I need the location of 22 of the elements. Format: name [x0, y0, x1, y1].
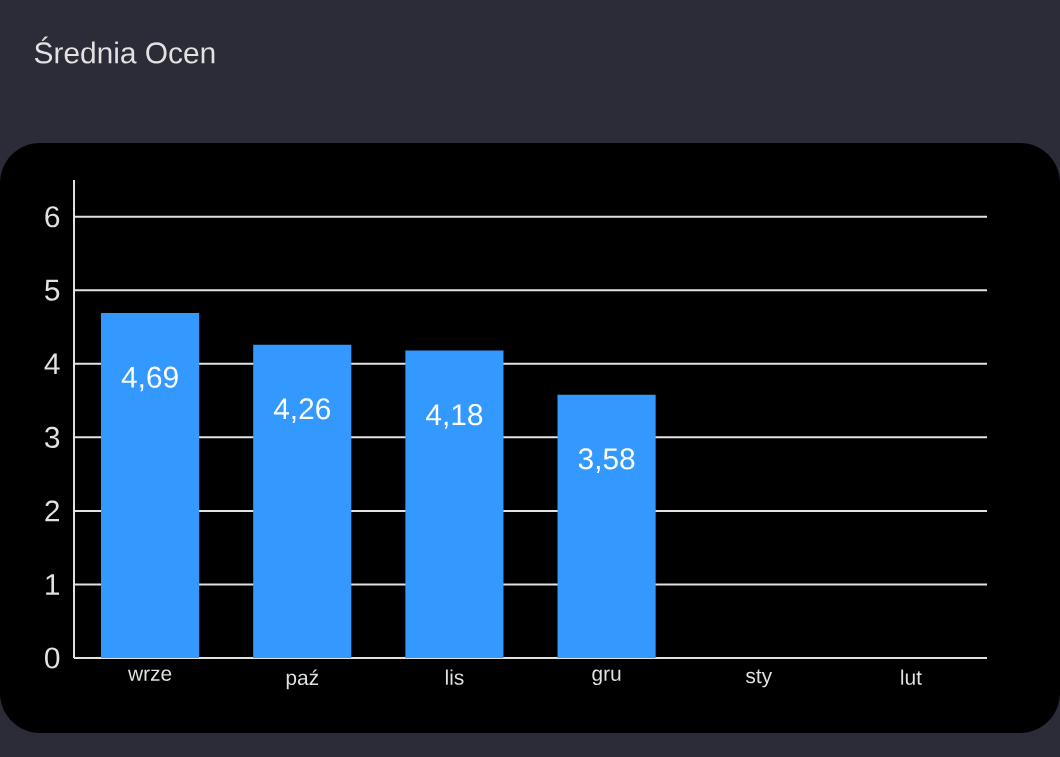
y-tick-label: 3 [45, 426, 60, 448]
x-tick-label: gru [592, 669, 621, 686]
data-label: 4,18 [426, 404, 483, 429]
y-tick-label: 1 [46, 574, 60, 595]
x-tick-label: wrze [127, 669, 172, 681]
x-tick-label: sty [745, 669, 773, 688]
y-tick-label: 6 [45, 206, 60, 228]
bar [405, 350, 504, 658]
y-tick-label: 4 [44, 353, 60, 375]
data-label: 4,69 [121, 366, 178, 392]
bar [101, 313, 200, 658]
bar [253, 344, 352, 658]
x-tick-label: paź [286, 669, 319, 690]
data-label: 4,26 [273, 398, 331, 423]
y-tick-label: 0 [45, 647, 60, 669]
y-tick-label: 5 [45, 279, 60, 301]
x-tick-label: lut [901, 669, 922, 685]
x-tick-label: lis [445, 669, 464, 685]
chart-title: Średnia Ocen [34, 36, 215, 64]
y-tick-label: 2 [45, 500, 59, 522]
bar [557, 394, 656, 658]
data-label: 3,58 [578, 448, 635, 473]
